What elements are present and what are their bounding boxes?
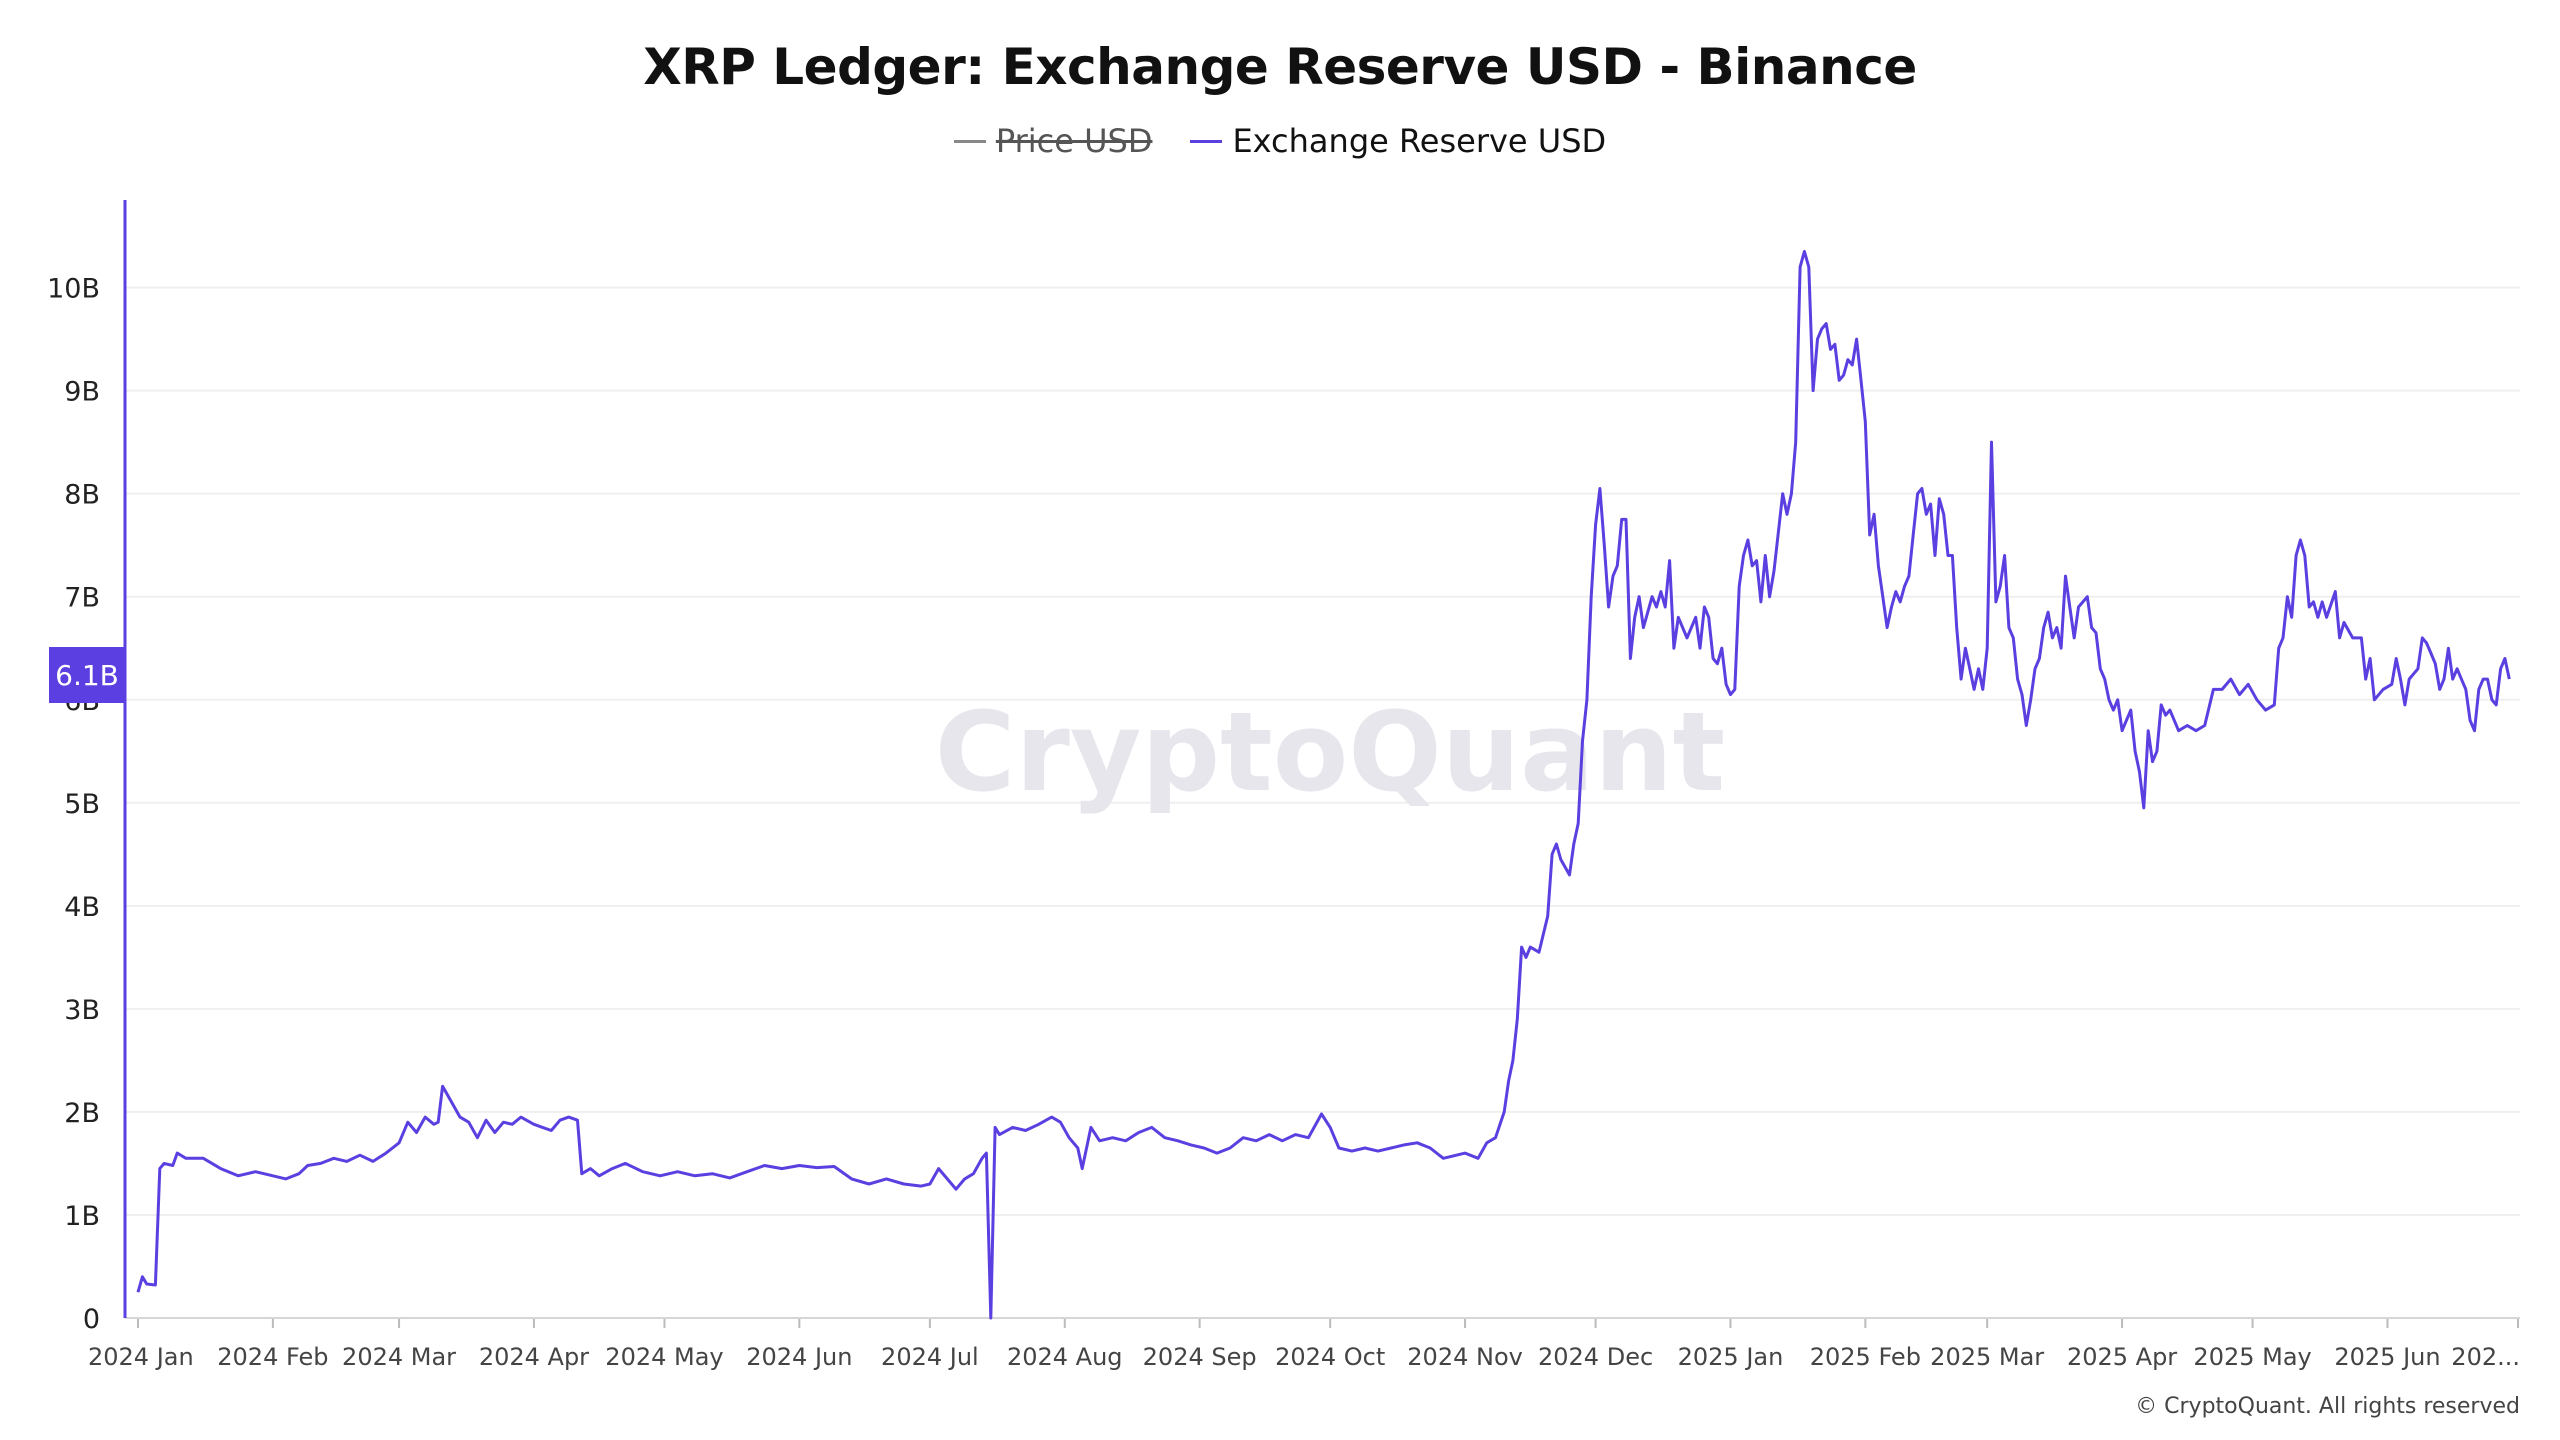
x-tick-label: 2024 Mar [342, 1343, 456, 1371]
legend-item-exchange-reserve[interactable]: Exchange Reserve USD [1190, 122, 1606, 160]
x-tick-label: 2024 Jan [88, 1343, 194, 1371]
x-tick-label: 2024 Jul [881, 1343, 979, 1371]
y-tick-label: 7B [64, 583, 100, 614]
legend-label-exchange-reserve: Exchange Reserve USD [1232, 122, 1607, 160]
y-tick-label: 0 [83, 1304, 100, 1335]
series-line-exchange-reserve [136, 250, 2511, 1320]
x-tick-label: 2025 May [2193, 1343, 2311, 1371]
x-tick-label: 2024 Feb [217, 1343, 328, 1371]
legend-label-price-usd: Price USD [995, 122, 1153, 160]
y-tick-label: 5B [64, 789, 100, 820]
x-tick-label: 2024 Oct [1275, 1343, 1385, 1371]
y-tick-label: 2B [64, 1098, 100, 1129]
x-tick-label: 2024 Aug [1007, 1343, 1123, 1371]
current-value-badge: 6.1B [49, 647, 125, 703]
y-tick-label: 1B [64, 1201, 100, 1232]
x-tick-label: 2024 Sep [1143, 1343, 1257, 1371]
x-tick-label: 2024 Nov [1407, 1343, 1523, 1371]
x-tick-label: 2024 May [605, 1343, 723, 1371]
legend: Price USD Exchange Reserve USD [0, 122, 2560, 160]
x-tick-label: 202... [2451, 1343, 2520, 1371]
y-tick-label: 8B [64, 480, 100, 511]
y-axis-ticks: 01B2B3B4B5B6B7B8B9B10B [47, 274, 100, 1335]
x-tick-label: 2025 Mar [1930, 1343, 2044, 1371]
legend-swatch-exchange-reserve [1190, 139, 1223, 143]
x-tick-label: 2025 Feb [1810, 1343, 1921, 1371]
x-axis-ticks: 2024 Jan 2024 Feb 2024 Mar 2024 Apr 2024 May… [88, 1318, 2520, 1371]
y-tick-label: 10B [47, 274, 100, 305]
y-tick-label: 3B [64, 995, 100, 1026]
grid-lines [125, 286, 2520, 1216]
chart-title: XRP Ledger: Exchange Reserve USD - Binan… [643, 38, 1917, 96]
x-tick-label: 2024 Dec [1538, 1343, 1653, 1371]
current-value-label: 6.1B [55, 659, 119, 692]
x-tick-label: 2025 Jun [2334, 1343, 2440, 1371]
x-tick-label: 2024 Apr [479, 1343, 589, 1371]
watermark: CryptoQuant [935, 688, 1726, 816]
copyright-notice: © CryptoQuant. All rights reserved [2135, 1394, 2520, 1419]
x-tick-label: 2025 Apr [2067, 1343, 2177, 1371]
x-tick-label: 2025 Jan [1678, 1343, 1784, 1371]
legend-item-price-usd[interactable]: Price USD [953, 122, 1153, 160]
x-tick-label: 2024 Jun [746, 1343, 852, 1371]
legend-swatch-price-usd [953, 139, 986, 143]
y-tick-label: 9B [64, 377, 100, 408]
y-tick-label: 4B [64, 892, 100, 923]
